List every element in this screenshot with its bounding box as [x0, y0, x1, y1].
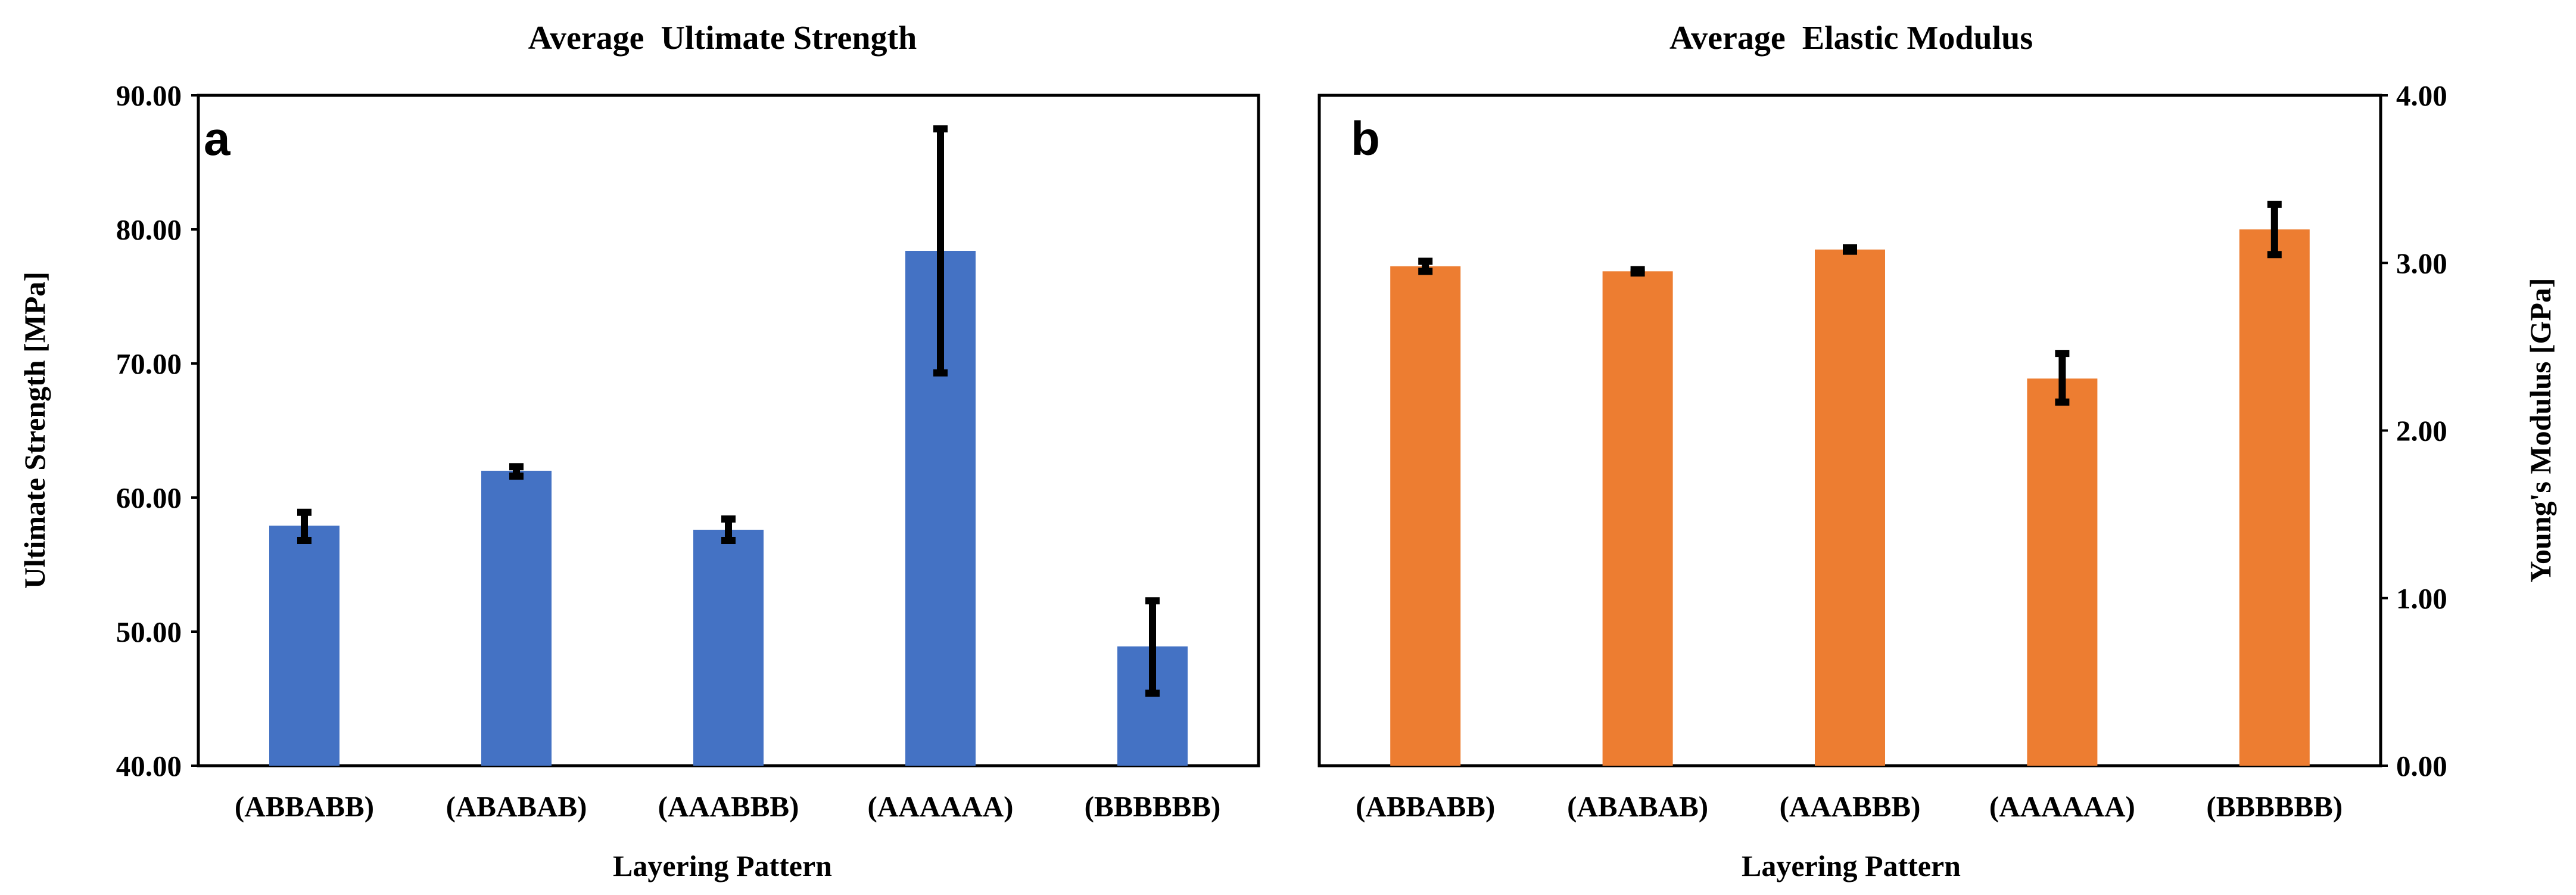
panel-a-error-bar-1 [297, 508, 312, 544]
panel-a-bar-1 [269, 526, 339, 766]
panel-a-error-bar-3 [721, 515, 736, 544]
panel-b-error-bar-2 [1630, 266, 1645, 277]
panel-b-x-tick-label-5: (BBBBBB) [2206, 790, 2343, 823]
panel-b-y-tick-label-1: 0.00 [2396, 750, 2447, 782]
panel-b-x-tick-label-3: (AAABBB) [1780, 790, 1921, 823]
panel-b-bar-2 [1602, 271, 1673, 766]
panel-a-letter: a [204, 112, 230, 165]
panel-b-bar-5 [2239, 229, 2310, 766]
panel-b-y-tick-label-4: 3.00 [2396, 247, 2447, 279]
panel-a-title: Average Ultimate Strength [528, 20, 917, 57]
panel-b-y-tick-label-2: 1.00 [2396, 582, 2447, 615]
panel-a-x-tick-label-3: (AAABBB) [658, 790, 799, 823]
panel-b-x-tick-label-4: (AAAAAA) [1989, 790, 2135, 823]
panel-b-y-tick-label-3: 2.00 [2396, 415, 2447, 448]
panel-b-x-tick-label-2: (ABABAB) [1567, 790, 1708, 823]
panel-a-x-tick-label-4: (AAAAAA) [868, 790, 1014, 823]
panel-b-bar-1 [1390, 266, 1461, 766]
panel-b-error-bar-3 [1843, 244, 1857, 255]
panel-b-letter: b [1351, 112, 1380, 165]
panel-b-x-tick-label-1: (ABBABB) [1356, 790, 1495, 823]
panel-a-x-tick-label-1: (ABBABB) [235, 790, 374, 823]
panel-b: Average Elastic Modulus b 0.00 1.00 2.00 3.… [1317, 20, 2557, 882]
panel-b-title: Average Elastic Modulus [1669, 20, 2033, 57]
panel-b-bar-4 [2027, 378, 2098, 766]
panel-a-error-bar-5 [1145, 597, 1160, 697]
panel-b-error-bar-5 [2267, 200, 2282, 259]
panel-a-y-tick-label-3: 60.00 [116, 481, 182, 514]
panel-b-x-axis-label: Layering Pattern [1742, 849, 1961, 882]
panel-a-y-tick-label-5: 80.00 [116, 213, 182, 246]
panel-a-x-axis-label: Layering Pattern [613, 849, 832, 882]
panel-a-x-tick-label-5: (BBBBBB) [1085, 790, 1221, 823]
panel-a-y-tick-label-1: 40.00 [116, 750, 182, 782]
panel-b-y-axis-label: Young's Modulus [GPa] [2524, 278, 2557, 582]
panel-a-bar-2 [481, 471, 552, 766]
panel-b-error-bar-1 [1418, 257, 1433, 275]
panel-a-y-tick-label-6: 90.00 [116, 79, 182, 112]
panel-a-y-axis-label: Ultimate Strength [MPa] [18, 272, 51, 589]
panel-a-error-bar-2 [509, 463, 524, 480]
panel-a-y-tick-label-2: 50.00 [116, 616, 182, 648]
panel-b-y-tick-label-5: 4.00 [2396, 79, 2447, 112]
panel-a-y-tick-label-4: 70.00 [116, 347, 182, 380]
panel-b-error-bar-4 [2055, 350, 2070, 406]
panel-a: Average Ultimate Strength a 40.00 50.00 60… [18, 20, 1260, 882]
panel-a-x-tick-label-2: (ABABAB) [446, 790, 587, 823]
panel-b-bar-3 [1815, 249, 1885, 766]
panel-a-bar-3 [693, 530, 764, 766]
panel-a-error-bar-4 [933, 125, 948, 377]
